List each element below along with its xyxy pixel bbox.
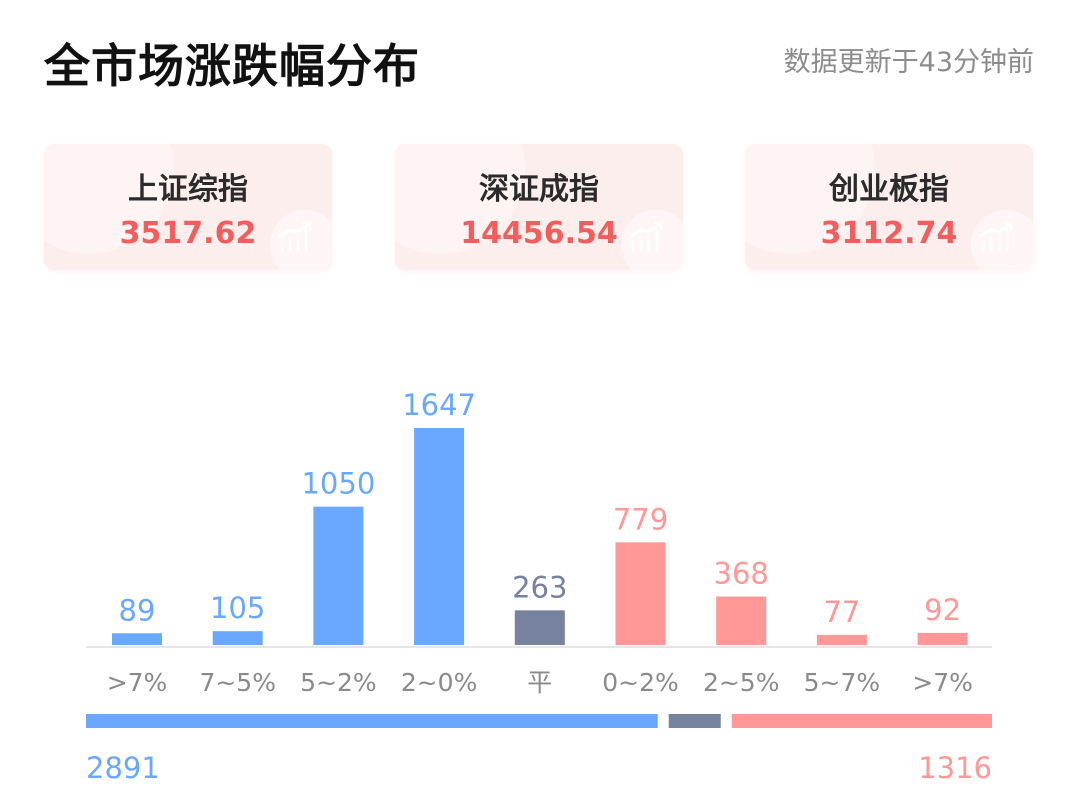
category-label-1: >7% xyxy=(107,668,168,697)
category-label-4: 2~0% xyxy=(401,668,478,697)
card-decoration xyxy=(971,210,1033,270)
value-label-3: 1050 xyxy=(301,467,375,501)
trend-chart-icon xyxy=(629,221,663,252)
value-label-5: 263 xyxy=(512,570,567,604)
index-name: 上证综指 xyxy=(128,172,248,207)
category-label-3: 5~2% xyxy=(300,668,377,697)
bar-6 xyxy=(615,542,666,645)
update-timestamp: 数据更新于43分钟前 xyxy=(783,47,1034,78)
index-cards: 上证综指 3517.62 深证成指 14456.54 创业板指 3112.74 xyxy=(44,144,1034,270)
index-card-shanghai[interactable]: 上证综指 3517.62 xyxy=(44,144,332,270)
card-decoration xyxy=(270,210,332,270)
category-label-6: 0~2% xyxy=(602,668,679,697)
index-card-shenzhen[interactable]: 深证成指 14456.54 xyxy=(395,144,683,270)
bar-4 xyxy=(414,428,465,645)
summary-bar-flat xyxy=(668,714,721,728)
value-label-8: 77 xyxy=(823,595,860,629)
bar-2 xyxy=(212,631,263,645)
value-label-2: 105 xyxy=(210,591,265,625)
trend-chart-icon xyxy=(979,221,1013,252)
value-label-4: 1647 xyxy=(402,388,476,422)
page-title: 全市场涨跌幅分布 xyxy=(44,39,420,93)
category-label-5: 平 xyxy=(527,668,552,697)
index-value: 3517.62 xyxy=(119,216,257,251)
total-down-count: 2891 xyxy=(86,751,160,785)
value-label-1: 89 xyxy=(119,593,156,627)
summary-bar-up xyxy=(731,714,992,728)
value-label-9: 92 xyxy=(924,593,961,627)
total-up-count: 1316 xyxy=(918,751,992,785)
index-value: 14456.54 xyxy=(460,216,618,251)
value-label-7: 368 xyxy=(714,557,769,591)
category-label-8: 5~7% xyxy=(804,668,881,697)
bar-1 xyxy=(112,633,162,645)
index-value: 3112.74 xyxy=(820,216,958,251)
category-label-2: 7~5% xyxy=(199,668,276,697)
bar-7 xyxy=(716,596,767,645)
bar-9 xyxy=(917,632,968,645)
value-label-6: 779 xyxy=(613,502,668,536)
bar-5 xyxy=(514,610,565,645)
index-name: 创业板指 xyxy=(829,172,949,207)
trend-chart-icon xyxy=(278,221,312,252)
bar-8 xyxy=(816,634,867,645)
category-label-9: >7% xyxy=(912,668,973,697)
summary-bar-down xyxy=(86,714,658,728)
bar-3 xyxy=(313,506,364,645)
category-label-7: 2~5% xyxy=(703,668,780,697)
index-card-chinext[interactable]: 创业板指 3112.74 xyxy=(745,144,1033,270)
index-name: 深证成指 xyxy=(479,172,599,207)
card-decoration xyxy=(621,210,683,270)
